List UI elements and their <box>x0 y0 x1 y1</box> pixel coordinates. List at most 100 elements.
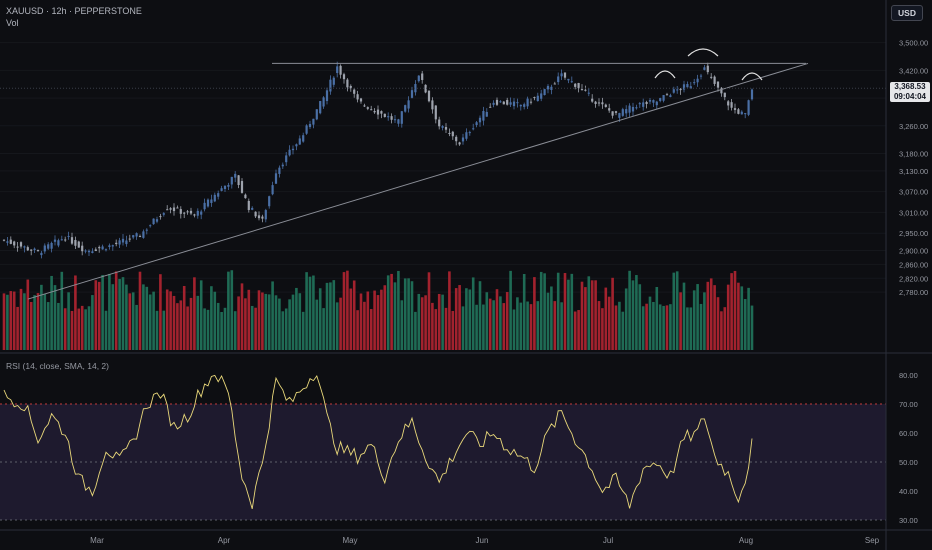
candle-body <box>693 82 696 84</box>
volume-bar <box>135 304 138 350</box>
candle-body <box>342 74 346 80</box>
time-axis[interactable]: Mar Apr May Jun Jul Aug Sep <box>0 529 932 545</box>
volume-bar <box>349 288 353 350</box>
volume-bar <box>665 305 669 350</box>
candle-body <box>625 109 628 114</box>
candle-body <box>6 241 9 243</box>
currency-button[interactable]: USD <box>891 5 923 21</box>
candle-body <box>104 249 108 251</box>
candle-body <box>183 212 186 214</box>
candle-body <box>94 249 97 252</box>
volume-bar <box>543 273 546 350</box>
volume-bar <box>257 290 261 350</box>
volume-bar <box>730 273 733 350</box>
volume-bar <box>247 289 251 350</box>
volume-bar <box>672 272 676 350</box>
volume-bar <box>611 277 614 350</box>
candle-body <box>475 122 478 126</box>
volume-bar <box>36 293 40 350</box>
candle-body <box>427 90 431 102</box>
candle-body <box>125 240 128 245</box>
volume-bar <box>94 280 98 350</box>
volume-bar <box>465 288 468 350</box>
volume-bar <box>33 295 36 350</box>
volume-bar <box>233 311 237 350</box>
candle-body <box>87 250 91 253</box>
candle-body <box>642 102 645 107</box>
candle-body <box>166 209 169 211</box>
volume-bar <box>499 296 502 350</box>
volume-bar <box>267 294 271 350</box>
volume-label: Vol <box>6 18 19 28</box>
rsi-indicator-label[interactable]: RSI (14, close, SMA, 14, 2) <box>6 361 109 371</box>
price-tick-label: 3,260.00 <box>899 122 928 131</box>
volume-bar <box>587 276 591 350</box>
volume-bar <box>431 302 434 350</box>
symbol-title[interactable]: XAUUSD · 12h · PEPPERSTONE <box>6 6 142 16</box>
volume-bar <box>631 280 635 350</box>
candle-body <box>516 102 519 104</box>
volume-bar <box>573 311 577 350</box>
candle-body <box>13 241 16 246</box>
volume-bar <box>43 293 47 350</box>
volume-bar <box>628 270 631 350</box>
candle-body <box>36 250 40 252</box>
candle-body <box>145 229 148 231</box>
volume-bar <box>420 297 424 350</box>
time-tick-label: Jun <box>476 536 489 545</box>
rsi-axis[interactable]: 80.00 70.00 60.00 50.00 40.00 30.00 <box>899 371 918 525</box>
candle-body <box>710 76 713 78</box>
volume-bar <box>669 304 672 350</box>
candle-body <box>308 123 312 128</box>
price-tick-label: 2,820.00 <box>899 274 928 283</box>
candle-body <box>159 216 162 218</box>
candle-body <box>506 99 509 105</box>
price-tick-label: 3,070.00 <box>899 188 928 197</box>
candle-body <box>230 176 233 185</box>
candle-body <box>652 100 655 103</box>
volume-bar <box>539 271 543 350</box>
candle-body <box>404 105 407 112</box>
volume-bar <box>740 286 744 350</box>
volume-bar <box>295 287 298 350</box>
candle-body <box>254 211 257 217</box>
volume-bar <box>397 270 400 350</box>
volume-bar <box>46 302 50 350</box>
candle-body <box>2 239 6 241</box>
volume-bar <box>553 301 557 350</box>
candle-body <box>400 111 403 124</box>
candle-body <box>135 233 138 237</box>
volume-bar <box>716 297 720 350</box>
volume-bar <box>162 310 166 350</box>
volume-bar <box>400 300 404 350</box>
volume-bar <box>220 311 223 350</box>
rsi-tick-label: 60.00 <box>899 429 918 438</box>
candle-body <box>30 249 33 251</box>
candle-body <box>635 107 638 109</box>
volume-bar <box>488 298 492 350</box>
candle-body <box>169 208 172 210</box>
candle-body <box>557 76 560 83</box>
candle-body <box>332 77 335 85</box>
volume-bar <box>733 270 737 350</box>
candle-body <box>747 100 750 115</box>
rsi-tick-label: 30.00 <box>899 516 918 525</box>
volume-bar <box>424 295 427 350</box>
volume-bar <box>325 282 329 350</box>
volume-bar <box>437 293 441 350</box>
volume-bar <box>352 280 356 350</box>
volume-bar <box>111 284 115 350</box>
volume-bar <box>601 308 604 350</box>
volume-bar <box>533 277 536 350</box>
candle-body <box>492 102 495 105</box>
candle-body <box>519 104 522 107</box>
candle-body <box>482 110 485 121</box>
volume-bar <box>706 281 710 350</box>
drawings[interactable] <box>0 48 886 300</box>
price-axis[interactable]: 3,500.003,420.003,340.003,260.003,180.00… <box>885 0 928 550</box>
volume-bar <box>468 289 472 350</box>
candle-body <box>220 188 223 191</box>
volume-bar <box>145 286 149 350</box>
candle-body <box>152 218 155 225</box>
